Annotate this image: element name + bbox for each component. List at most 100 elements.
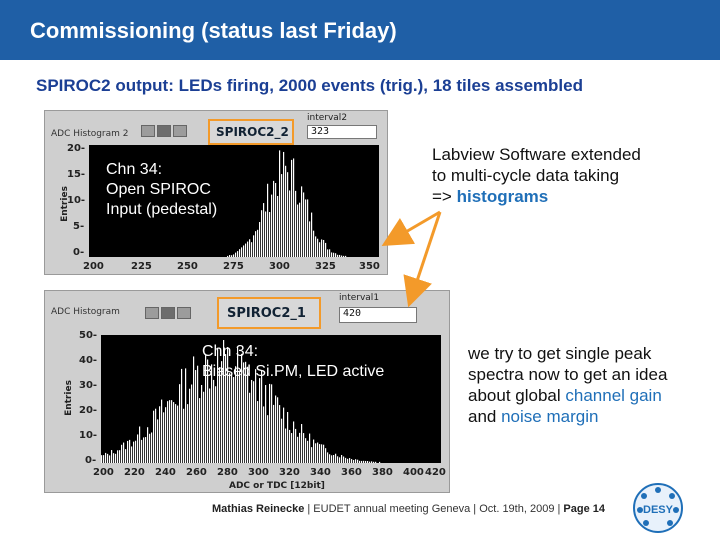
histogram-bar (145, 437, 147, 463)
interval-label: interval2 (307, 113, 348, 123)
pan-button[interactable] (161, 307, 175, 319)
histogram-bar (187, 404, 189, 463)
histogram-bar (279, 405, 281, 463)
histogram-bar (247, 241, 249, 257)
y-tick: 20- (67, 143, 86, 154)
histogram-bar (251, 242, 253, 257)
histogram-bar (209, 388, 211, 463)
histogram-bar (129, 439, 131, 463)
arrow-to-panel-1 (403, 211, 442, 308)
histogram-bar (195, 370, 197, 463)
histogram-bar (197, 365, 199, 463)
histogram-bar (149, 433, 151, 463)
histogram-bars (227, 150, 347, 257)
x-tick: 280 (217, 467, 238, 478)
histogram-bar (293, 158, 295, 257)
x-tick: 275 (223, 261, 244, 272)
histogram-bar (139, 426, 141, 463)
histogram-bar (303, 433, 305, 463)
histogram-bar (213, 379, 215, 463)
note-line: spectra now to get an idea (468, 365, 668, 384)
histogram-bar (337, 254, 339, 257)
histogram-bar (329, 454, 331, 463)
histogram-bar (243, 362, 245, 463)
histogram-bar (221, 361, 223, 463)
histogram-bar (231, 255, 233, 257)
histogram-bar (349, 458, 351, 463)
histogram-bar (227, 255, 229, 257)
histogram-bar (241, 353, 243, 463)
histogram-bar (263, 406, 265, 463)
histogram-bar (369, 461, 371, 463)
note-line: Labview Software extended (432, 145, 641, 164)
cursor-button[interactable] (177, 307, 191, 319)
histogram-bar (295, 428, 297, 463)
histogram-bar (259, 378, 261, 463)
histogram-bar (343, 255, 345, 257)
histogram-bar (343, 456, 345, 463)
pan-button[interactable] (157, 125, 171, 137)
zoom-button[interactable] (145, 307, 159, 319)
x-tick: 220 (124, 467, 145, 478)
note-line: and noise margin (468, 406, 667, 427)
zoom-button[interactable] (141, 125, 155, 137)
channel-label-spiroc2-2: SPIROC2_2 (208, 119, 294, 145)
x-tick: 400 (403, 467, 424, 478)
histogram-plot-area (89, 145, 379, 257)
histogram-panel-2: ADC Histogram 2 SPIROC2_2 interval2 323 … (44, 110, 388, 275)
histogram-bar (125, 449, 127, 463)
x-tick: 260 (186, 467, 207, 478)
histogram-bar (305, 199, 307, 257)
histogram-bar (301, 186, 303, 257)
histogram-bar (277, 195, 279, 257)
histogram-bar (199, 398, 201, 463)
histogram-bar (237, 347, 239, 463)
footer: Mathias Reinecke | EUDET annual meeting … (212, 503, 605, 515)
x-tick: 340 (310, 467, 331, 478)
histogram-bar (339, 254, 341, 257)
panel-tab-label: ADC Histogram (51, 307, 120, 317)
note-text: and (468, 407, 502, 426)
footer-author: Mathias Reinecke (212, 503, 305, 515)
histogram-bar (365, 460, 367, 463)
histogram-bar (323, 444, 325, 463)
histogram-bar (255, 231, 257, 257)
histogram-bar (307, 199, 309, 257)
interval-field[interactable]: 420 (339, 307, 417, 323)
histogram-plot-area (101, 335, 441, 463)
histogram-bar (319, 242, 321, 257)
histogram-bar (273, 180, 275, 257)
histogram-bar (253, 235, 255, 257)
interval-field[interactable]: 323 (307, 125, 377, 139)
histogram-bar (219, 367, 221, 463)
panel-tab-label: ADC Histogram 2 (51, 129, 129, 139)
histogram-bar (317, 442, 319, 463)
note-line: to multi-cycle data taking (432, 166, 620, 185)
histogram-bar (309, 433, 311, 463)
histogram-bar (113, 453, 115, 463)
note-labview: Labview Software extended to multi-cycle… (432, 144, 641, 207)
histogram-bar (273, 404, 275, 463)
x-tick: 380 (372, 467, 393, 478)
histogram-bar (361, 460, 363, 463)
histogram-bar (339, 457, 341, 463)
histogram-bar (323, 239, 325, 257)
histogram-bar (155, 408, 157, 463)
histogram-bar (271, 194, 273, 257)
y-tick: 50- (79, 330, 98, 341)
histogram-bars (101, 340, 381, 463)
histogram-bar (327, 452, 329, 463)
y-tick: 0- (73, 247, 85, 258)
histogram-bar (119, 450, 121, 463)
histogram-bar (171, 400, 173, 463)
histogram-bar (335, 253, 337, 257)
cursor-button[interactable] (173, 125, 187, 137)
y-tick: 40- (79, 355, 98, 366)
histogram-bar (283, 151, 285, 257)
overlay-text-sipm: Chn 34: Biased Si.PM, LED active (202, 343, 385, 380)
slide-subtitle: SPIROC2 output: LEDs firing, 2000 events… (36, 76, 583, 95)
x-tick: 200 (93, 467, 114, 478)
histogram-bar (347, 458, 349, 463)
histogram-bar (161, 399, 163, 463)
histogram-bar (319, 444, 321, 463)
